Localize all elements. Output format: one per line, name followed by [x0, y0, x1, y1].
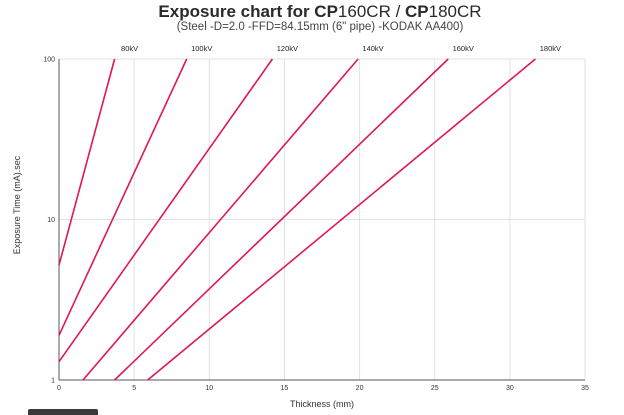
chart-title-part-3: CP — [405, 2, 429, 21]
x-tick-label: 0 — [57, 385, 61, 392]
x-tick-label: 25 — [431, 385, 439, 392]
axis-layer: 0 5 10 15 20 25 30 35 1 10 100 — [43, 57, 589, 393]
series-label-140kV: 140kV — [362, 44, 383, 53]
y-tick-label: 100 — [43, 57, 55, 64]
chart-title: Exposure chart for CP160CR / CP180CR — [0, 2, 624, 22]
series-label-80kV: 80kV — [121, 44, 138, 53]
x-tick-label: 5 — [132, 385, 136, 392]
x-tick-label: 10 — [205, 385, 213, 392]
series-line-160kV — [114, 58, 449, 381]
x-tick-label: 30 — [506, 385, 514, 392]
y-axis-label: Exposure Time (mA).sec — [12, 155, 22, 255]
x-tick-label: 15 — [281, 385, 289, 392]
series-label-180kV: 180kV — [540, 44, 561, 53]
series-line-100kV — [58, 58, 188, 336]
series-label-160kV: 160kV — [453, 44, 474, 53]
bottom-bar — [28, 409, 98, 415]
series-line-80kV — [58, 58, 116, 266]
chart-title-part-4: 180CR — [428, 2, 482, 21]
series-label-100kV: 100kV — [191, 44, 212, 53]
chart-title-part-2: 160CR / — [337, 2, 406, 21]
y-tick-label: 1 — [51, 378, 55, 385]
x-axis-label: Thickness (mm) — [289, 399, 354, 409]
series-line-140kV — [82, 58, 359, 381]
grid-layer — [59, 58, 586, 380]
series-line-120kV — [58, 58, 274, 363]
x-tick-label: 20 — [356, 385, 364, 392]
label-layer: 80kV 100kV 120kV 140kV 160kV 180kV — [121, 44, 561, 53]
series-label-120kV: 120kV — [277, 44, 298, 53]
chart-subtitle: (Steel -D=2.0 -FFD=84.15mm (6" pipe) -KO… — [176, 21, 464, 33]
x-tick-label: 35 — [581, 385, 589, 392]
series-layer — [58, 58, 536, 381]
series-line-180kV — [147, 58, 536, 381]
chart-title-part-1: Exposure chart for CP — [158, 2, 338, 21]
y-tick-label: 10 — [47, 217, 55, 224]
